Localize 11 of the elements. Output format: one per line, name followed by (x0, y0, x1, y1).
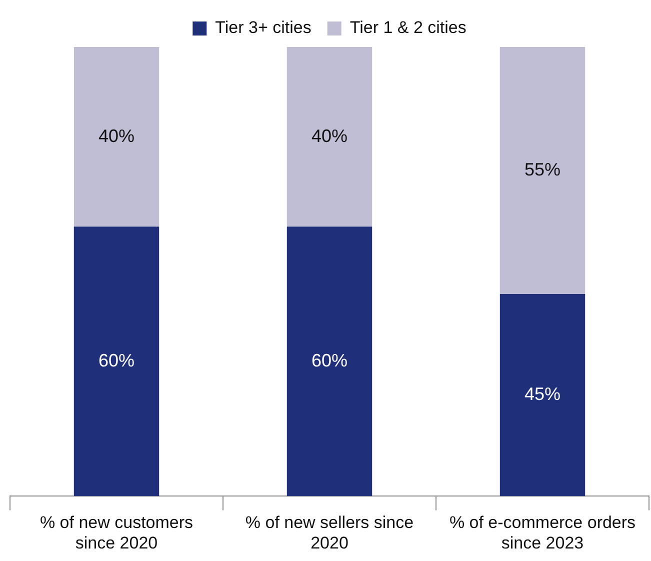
x-tick-label: % of new sellers since 2020 (245, 513, 414, 552)
x-tick-label: % of e-commerce orders since 2023 (449, 513, 636, 552)
data-label: 40% (311, 126, 348, 146)
legend-label: Tier 3+ cities (215, 18, 312, 38)
data-label: 60% (98, 350, 135, 370)
data-label: 55% (524, 160, 561, 180)
data-label: 60% (311, 350, 348, 370)
legend-label: Tier 1 & 2 cities (350, 18, 466, 38)
data-label: 45% (524, 384, 561, 404)
data-label: 40% (98, 126, 135, 146)
x-tick-label: % of new customers since 2020 (40, 513, 194, 552)
